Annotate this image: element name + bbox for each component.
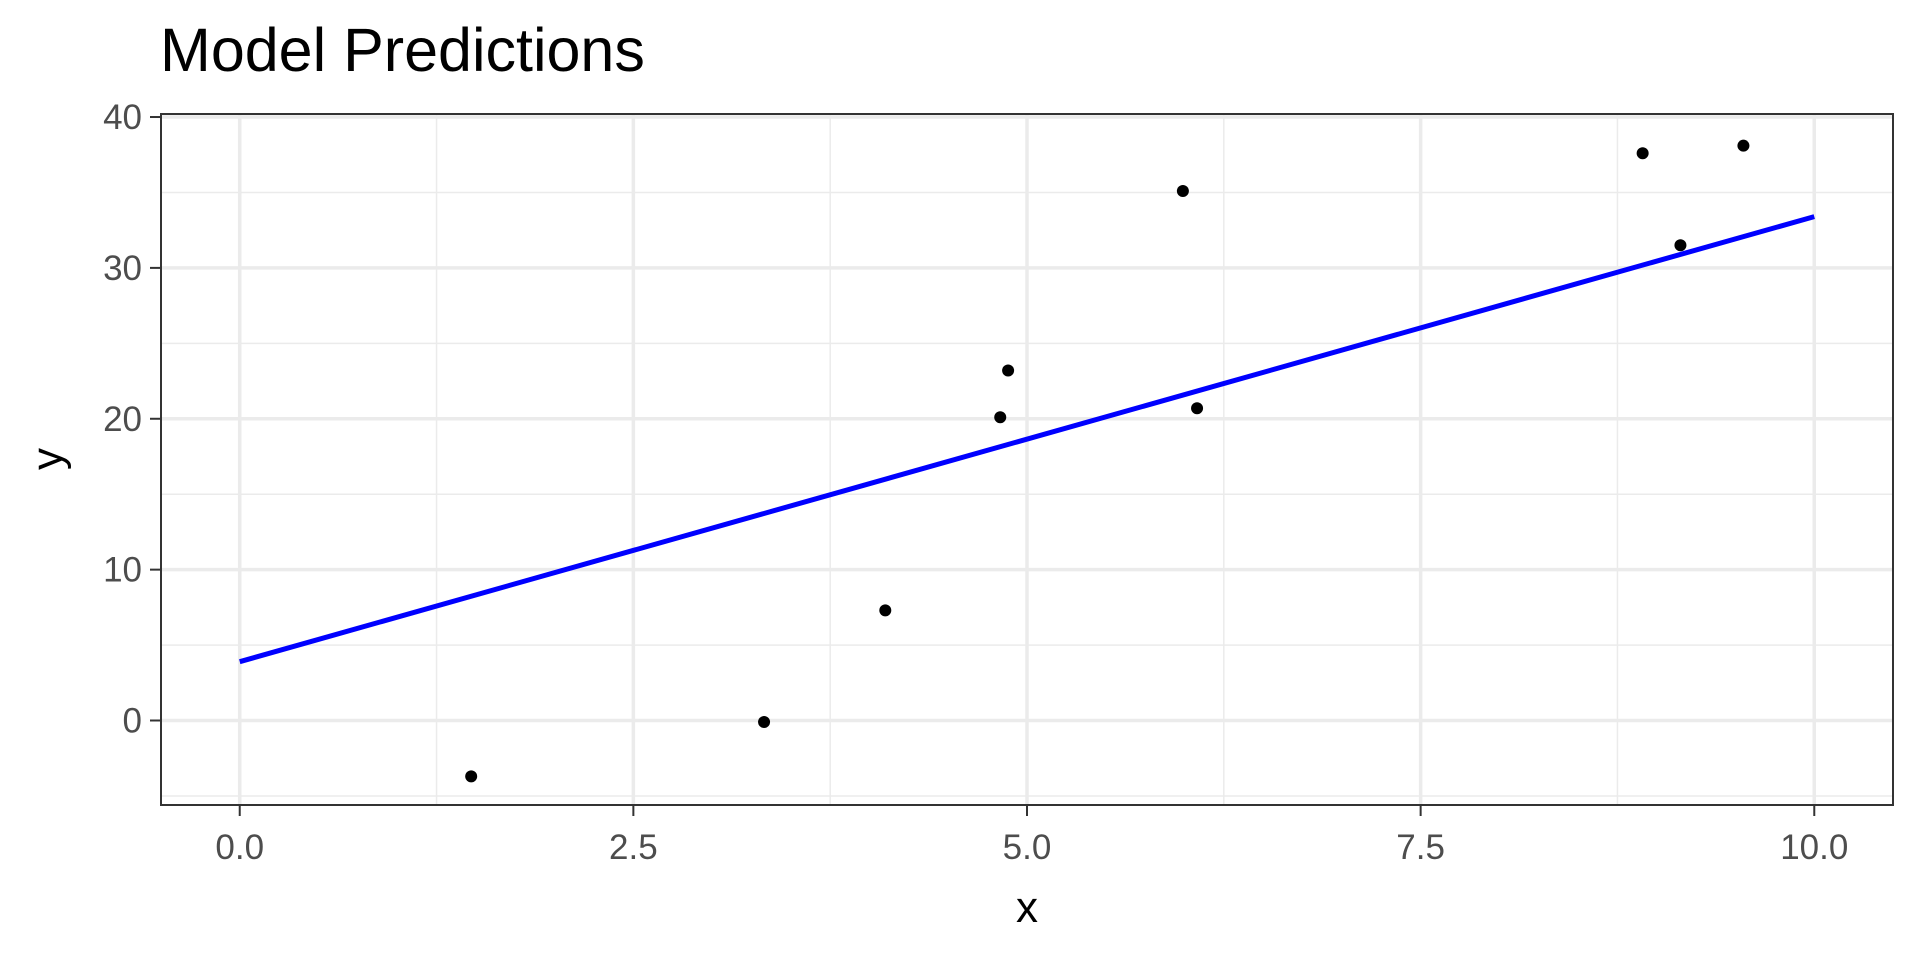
y-tick-label: 10	[103, 551, 142, 590]
data-point	[1674, 239, 1686, 251]
y-tick-label: 20	[103, 400, 142, 439]
data-point	[994, 411, 1006, 423]
x-tick-label: 0.0	[215, 828, 264, 867]
x-axis-title: x	[1016, 883, 1038, 932]
data-point	[758, 716, 770, 728]
data-point	[1737, 140, 1749, 152]
x-tick-label: 10.0	[1780, 828, 1848, 867]
y-tick-label: 30	[103, 249, 142, 288]
y-tick-label: 40	[103, 98, 142, 137]
data-point	[1177, 185, 1189, 197]
data-point	[1637, 147, 1649, 159]
y-axis-title: y	[23, 448, 72, 470]
data-point	[1002, 364, 1014, 376]
x-tick-label: 7.5	[1396, 828, 1445, 867]
y-tick-label: 0	[123, 702, 142, 741]
x-tick-label: 5.0	[1003, 828, 1052, 867]
data-point	[879, 604, 891, 616]
chart-title: Model Predictions	[160, 16, 645, 84]
data-point	[1191, 402, 1203, 414]
x-tick-label: 2.5	[609, 828, 658, 867]
data-point	[465, 770, 477, 782]
